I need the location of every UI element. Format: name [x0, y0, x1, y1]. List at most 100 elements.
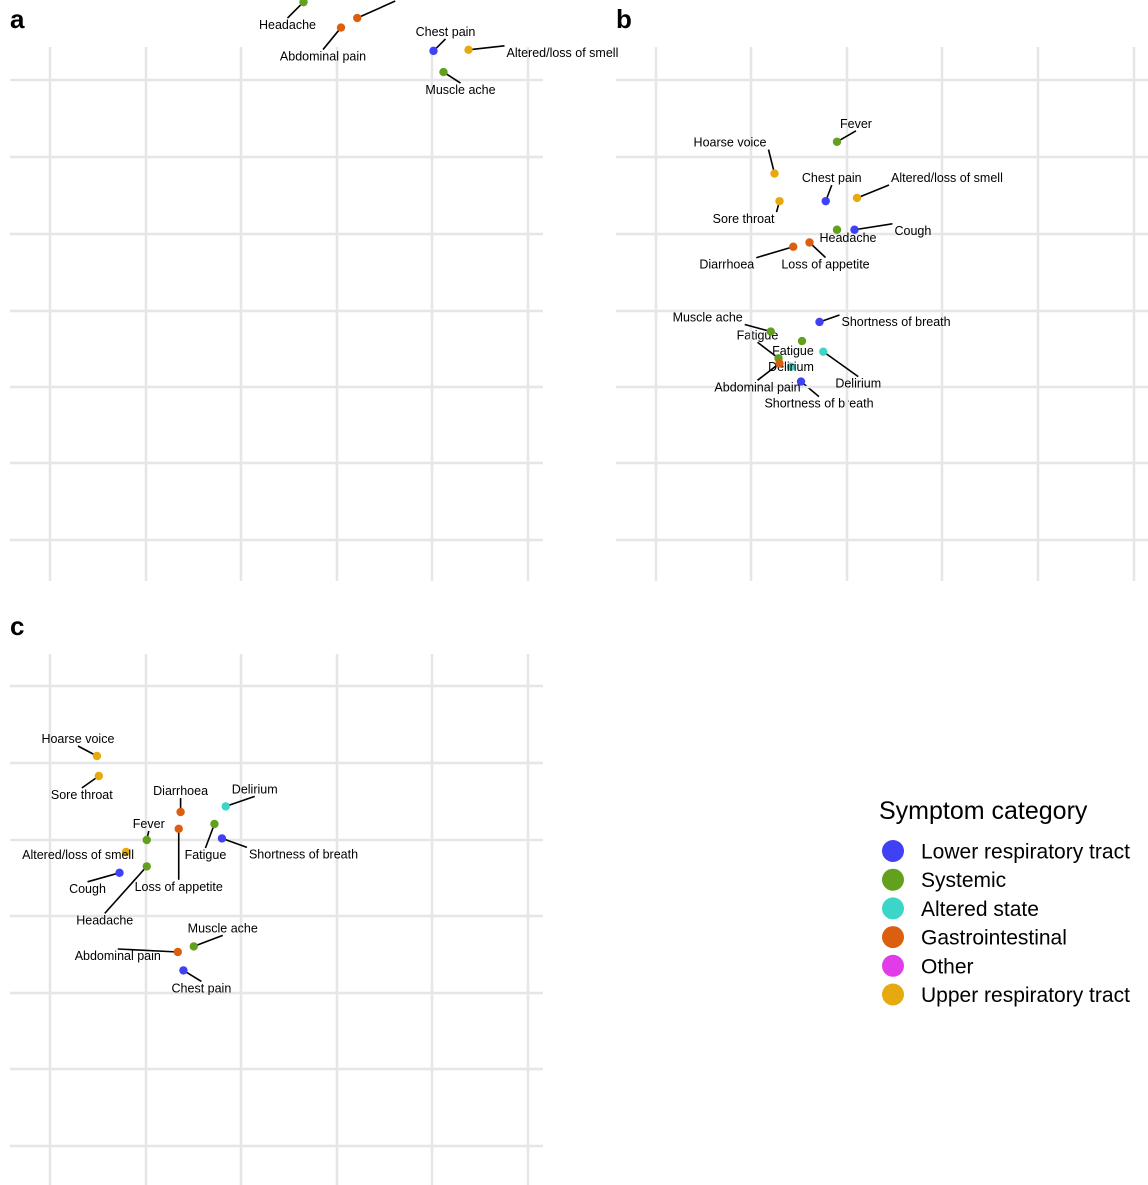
- label-muscle-ache: Muscle ache: [425, 83, 495, 97]
- point-fever: [832, 137, 842, 146]
- label-altered-loss-of-smell: Altered/loss of smell: [507, 46, 619, 60]
- panel-a: aHoarse voiceCoughSore throatLoss of app…: [10, 0, 874, 581]
- legend-title: Symptom category: [879, 797, 1088, 825]
- label-delirium: Delirium: [232, 782, 278, 796]
- leader-line-muscle-ache: [744, 323, 771, 333]
- point-shortness-of-breath: [217, 834, 227, 843]
- leader-line-altered-loss-of-smell: [468, 45, 505, 51]
- point-loss-of-appetite: [805, 238, 814, 247]
- legend-label-upper-respiratory-tract: Upper respiratory tract: [921, 984, 1130, 1007]
- label-headache: Headache: [259, 18, 316, 32]
- point-diarrhoea: [353, 13, 362, 23]
- point-muscle-ache: [439, 67, 448, 77]
- label-sore-throat: Sore throat: [51, 788, 113, 802]
- legend-key-gastrointestinal: [882, 926, 904, 949]
- leader-line-fatigue: [757, 341, 779, 359]
- point-delirium: [221, 802, 230, 811]
- label-muscle-ache: Muscle ache: [188, 921, 258, 935]
- label-chest-pain: Chest pain: [172, 981, 232, 995]
- leader-line-muscle-ache: [193, 934, 224, 948]
- point-loss-of-appetite: [174, 824, 183, 833]
- panel-c: c Hoarse voice Sore throat Diarrhoea Deliriu…: [10, 611, 543, 1185]
- point-fever: [142, 835, 151, 845]
- point-sore-throat: [94, 771, 104, 781]
- point-delirium: [786, 362, 796, 371]
- panel-a-letter: a: [10, 4, 25, 34]
- legend-key-altered-state: [882, 897, 904, 920]
- label-shortness-of-breath: Shortness of breath: [842, 315, 951, 329]
- legend-label-altered-state: Altered state: [921, 898, 1039, 921]
- point-muscle-ache: [189, 942, 198, 951]
- point-chest-pain: [429, 46, 438, 56]
- point-abdominal-pain: [336, 23, 346, 32]
- label-cough: Cough: [895, 224, 932, 238]
- label-diarrhoea: Diarrhoea: [153, 784, 208, 798]
- label-muscle-ache: Muscle ache: [673, 311, 743, 325]
- point-abdominal-pain: [173, 947, 182, 957]
- point-abdominal-pain: [775, 359, 784, 368]
- label-headache: Headache: [76, 913, 133, 927]
- label-loss-of-appetite: Loss of appetite: [781, 257, 869, 271]
- point-diarrhoea: [176, 807, 185, 817]
- panel-c-letter: c: [10, 611, 24, 641]
- leader-line-diarrhoea: [356, 0, 396, 19]
- label-headache: Headache: [820, 231, 877, 245]
- panel-c-grid: [10, 654, 543, 1185]
- legend: Symptom category Lower respiratory tract S…: [879, 797, 1130, 1007]
- label-fever: Fever: [840, 117, 872, 131]
- legend-key-upper-respiratory-tract: [882, 983, 904, 1006]
- leader-line-delirium: [225, 795, 255, 808]
- point-delirium: [819, 347, 828, 356]
- legend-key-systemic: [882, 868, 904, 891]
- leader-line-fatigue: [204, 823, 216, 849]
- point-fatigue: [210, 819, 219, 829]
- point-shortness-of-breath: [796, 377, 806, 386]
- leader-line-abdominal-pain: [757, 362, 780, 381]
- legend-label-systemic: Systemic: [921, 869, 1006, 892]
- point-chest-pain: [179, 966, 188, 975]
- point-hoarse-voice: [770, 169, 779, 178]
- label-abdominal-pain: Abdominal pain: [714, 380, 800, 394]
- leader-line-diarrhoea: [756, 245, 794, 259]
- point-altered-loss-of-smell: [464, 45, 473, 55]
- point-headache: [142, 862, 151, 871]
- leader-line-delirium: [822, 351, 859, 378]
- legend-label-other: Other: [921, 955, 974, 978]
- label-chest-pain: Chest pain: [416, 25, 476, 39]
- label-fatigue: Fatigue: [185, 848, 227, 862]
- leader-line-cough: [87, 872, 120, 883]
- point-cough: [115, 868, 124, 877]
- point-headache: [299, 0, 308, 7]
- panel-b: b Fever Hoarse voice Chest pain Altered/loss…: [616, 4, 1148, 581]
- point-altered-loss-of-smell: [852, 193, 862, 203]
- label-cough: Cough: [69, 882, 106, 896]
- label-abdominal-pain: Abdominal pain: [280, 50, 366, 64]
- legend-key-other: [882, 954, 904, 977]
- point-shortness-of-breath: [815, 317, 824, 327]
- label-hoarse-voice: Hoarse voice: [41, 732, 114, 746]
- point-sore-throat: [775, 196, 784, 206]
- legend-key-lower-respiratory-tract: [882, 840, 904, 862]
- point-diarrhoea: [789, 242, 798, 251]
- label-shortness-of-breath: Shortness of breath: [249, 847, 358, 861]
- label-loss-of-appetite: Loss of appetite: [135, 880, 223, 894]
- label-fatigue: Fatigue: [772, 344, 814, 358]
- panel-b-letter: b: [616, 4, 632, 34]
- panel-a-grid: [10, 47, 543, 581]
- leader-line-cough: [854, 222, 893, 231]
- leader-line-abdominal-pain: [322, 27, 342, 51]
- point-cough: [850, 225, 859, 234]
- leader-line-abdominal-pain: [117, 948, 178, 953]
- leader-line-headache: [104, 865, 148, 914]
- leader-line-altered-loss-of-smell: [856, 184, 890, 199]
- point-altered-loss-of-smell: [121, 847, 131, 857]
- point-headache: [832, 225, 842, 234]
- point-hoarse-voice: [92, 751, 102, 761]
- leader-line-shortness-of-breath: [221, 837, 248, 849]
- label-sore-throat: Sore throat: [713, 212, 775, 226]
- label-shortness-of-breath: Shortness of breath: [764, 397, 873, 411]
- label-hoarse-voice: Hoarse voice: [694, 136, 767, 150]
- point-chest-pain: [821, 196, 830, 206]
- label-altered-loss-of-smell: Altered/loss of smell: [22, 848, 134, 862]
